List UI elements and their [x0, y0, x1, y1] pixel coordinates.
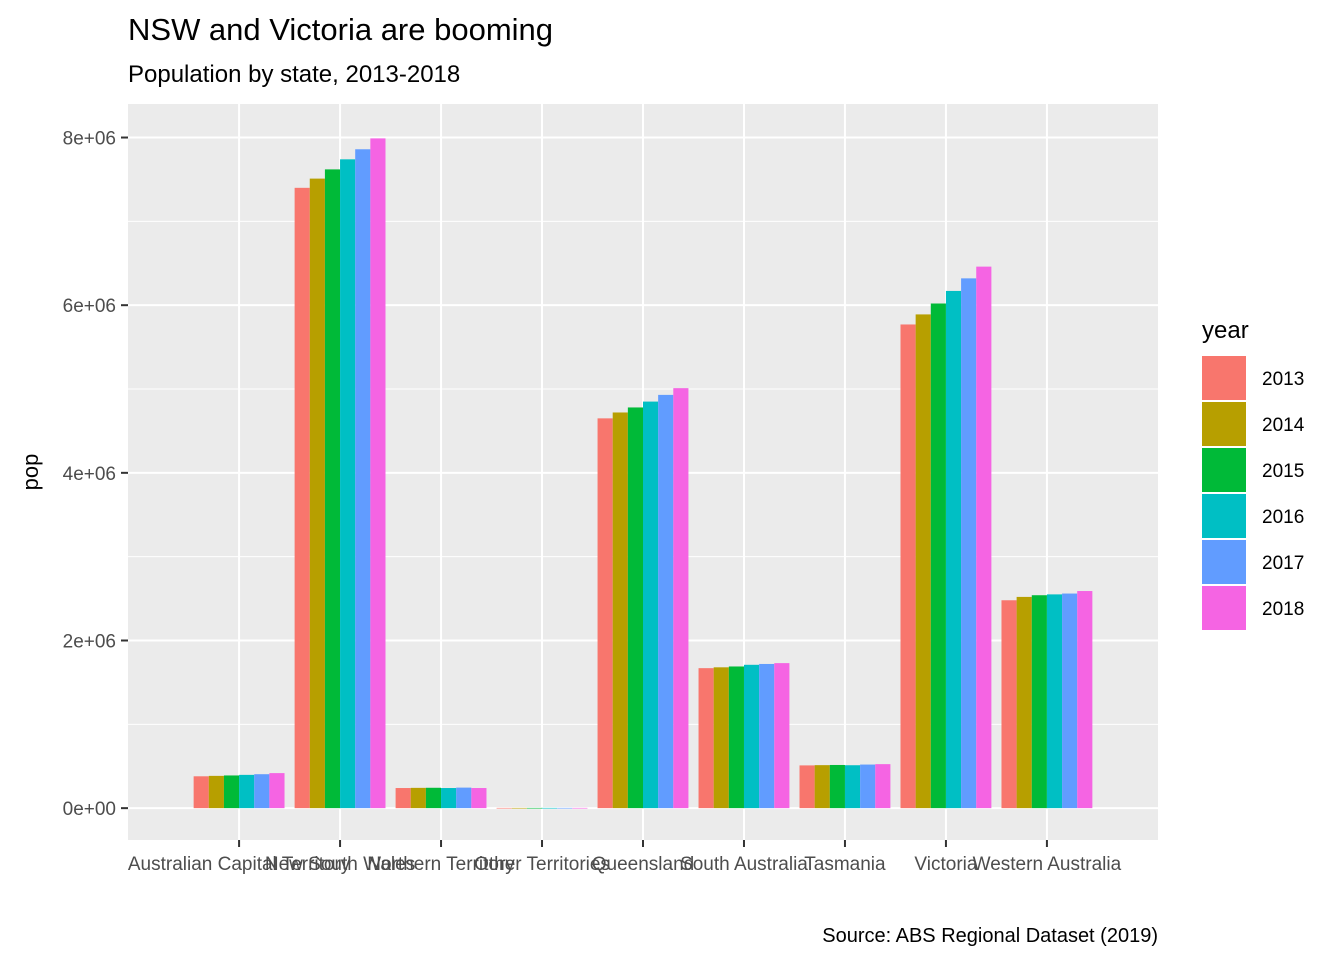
- bar: [627, 407, 643, 809]
- bar: [728, 666, 744, 809]
- bar: [597, 418, 613, 809]
- x-tick-label: Victoria: [914, 854, 977, 875]
- bar: [1016, 596, 1032, 809]
- bar: [945, 290, 962, 809]
- y-tick-label: 0e+00: [63, 799, 116, 820]
- bar: [698, 668, 714, 809]
- bar: [511, 807, 527, 809]
- bar: [193, 776, 209, 809]
- bar: [875, 764, 891, 809]
- chart-subtitle: Population by state, 2013-2018: [128, 61, 460, 88]
- bar: [254, 774, 270, 809]
- y-axis-title: pop: [18, 454, 43, 491]
- bar: [1001, 600, 1017, 809]
- y-tick-label: 6e+06: [63, 296, 116, 317]
- bar: [309, 178, 325, 809]
- legend-label: 2015: [1262, 461, 1304, 482]
- x-tick-label: Queensland: [592, 854, 694, 875]
- y-tick-label: 4e+06: [63, 464, 116, 485]
- bar: [814, 765, 830, 809]
- x-tick-label: Northern Territory: [367, 854, 515, 875]
- x-tick-label: Western Australia: [973, 854, 1122, 875]
- bar: [239, 774, 255, 809]
- bar: [456, 787, 472, 809]
- bar: [441, 788, 457, 809]
- legend-label: 2017: [1262, 553, 1304, 574]
- bar: [658, 394, 674, 809]
- bar: [542, 807, 558, 809]
- bars: [193, 138, 1093, 809]
- bar: [612, 412, 628, 809]
- bar: [774, 663, 790, 809]
- bar: [961, 278, 977, 809]
- bar: [759, 663, 775, 809]
- y-tick-label: 2e+06: [63, 631, 116, 652]
- bar: [526, 807, 543, 809]
- bar: [324, 169, 341, 809]
- bar: [713, 667, 729, 809]
- bar: [1062, 593, 1078, 809]
- bar: [496, 807, 512, 809]
- x-tick-label: Tasmania: [804, 854, 886, 875]
- legend-key: [1202, 356, 1246, 400]
- legend-label: 2014: [1262, 415, 1305, 436]
- bar: [1046, 594, 1063, 809]
- plot-area: [128, 104, 1158, 840]
- x-tick-label: Other Territories: [474, 854, 610, 875]
- legend-key: [1202, 540, 1246, 584]
- bar: [673, 388, 689, 809]
- bar: [572, 807, 588, 809]
- bar: [294, 187, 310, 809]
- legend-label: 2013: [1262, 369, 1304, 390]
- bar: [799, 765, 815, 809]
- bar: [410, 787, 426, 809]
- bar: [900, 324, 916, 809]
- y-axis: 0e+00 2e+06 4e+06 6e+06 8e+06: [63, 129, 128, 820]
- chart-title: NSW and Victoria are booming: [128, 12, 553, 47]
- bar: [915, 314, 931, 809]
- bar: [355, 149, 371, 809]
- legend-key: [1202, 494, 1246, 538]
- bar: [269, 773, 285, 809]
- y-tick-label: 8e+06: [63, 129, 116, 150]
- bar: [1031, 595, 1047, 809]
- x-tick-label: South Australia: [680, 854, 808, 875]
- x-tick-label: Australian Capital Territory: [128, 854, 351, 875]
- bar: [370, 138, 386, 809]
- bar: [743, 664, 760, 809]
- bar: [844, 765, 861, 809]
- bar: [860, 764, 876, 809]
- legend-key: [1202, 402, 1246, 446]
- chart-caption: Source: ABS Regional Dataset (2019): [822, 925, 1158, 947]
- legend-label: 2016: [1262, 507, 1304, 528]
- bar: [930, 303, 946, 809]
- bar: [829, 764, 845, 809]
- legend: year 2013 2014 2015 2016 2017 2018: [1202, 317, 1305, 630]
- x-tick-label: New South Wales: [265, 854, 415, 875]
- bar: [395, 788, 411, 809]
- bar: [471, 788, 487, 809]
- bar: [208, 775, 224, 809]
- bar: [1077, 591, 1093, 809]
- legend-key: [1202, 448, 1246, 492]
- bar: [340, 159, 356, 809]
- legend-key: [1202, 586, 1246, 630]
- legend-label: 2018: [1262, 599, 1304, 620]
- bar: [643, 401, 659, 809]
- bar: [976, 266, 992, 809]
- legend-title: year: [1202, 317, 1249, 344]
- bar: [425, 787, 442, 809]
- bar: [557, 807, 573, 809]
- bar: [223, 775, 240, 809]
